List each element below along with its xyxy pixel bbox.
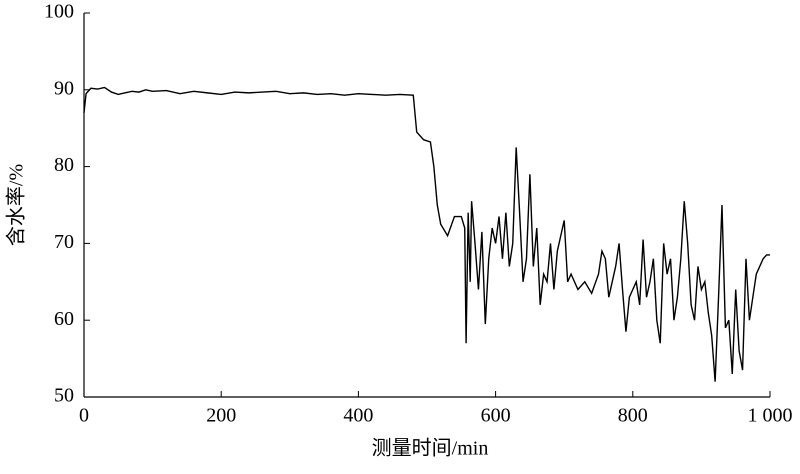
data-line	[83, 86, 770, 382]
x-tick-label: 600	[481, 405, 511, 427]
x-tick-label: 200	[206, 405, 236, 427]
y-tick-label: 60	[54, 308, 74, 330]
x-tick-label: 0	[79, 405, 89, 427]
y-tick-label: 100	[44, 1, 74, 23]
x-tick-label: 400	[343, 405, 373, 427]
y-tick-label: 90	[54, 77, 74, 99]
x-tick-label: 800	[618, 405, 648, 427]
y-axis-label: 含水率/%	[5, 164, 28, 246]
y-tick-label: 70	[54, 231, 74, 253]
x-tick-label: 1 000	[748, 405, 793, 427]
y-tick-label: 50	[54, 385, 74, 407]
y-tick-label: 80	[54, 154, 74, 176]
x-axis-label: 测量时间/min	[372, 437, 489, 460]
